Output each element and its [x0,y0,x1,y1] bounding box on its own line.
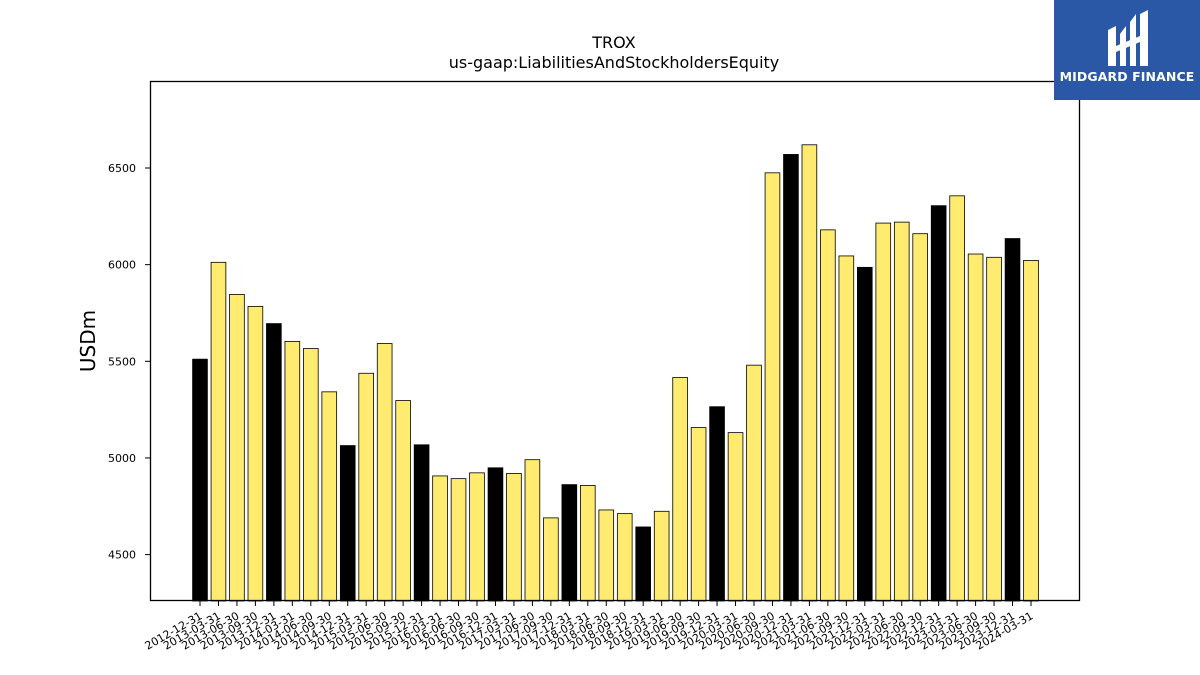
bar-2019-06-30 [672,377,688,602]
plot-frame [149,80,1081,602]
bar-2023-03-31 [949,195,965,602]
bar-2022-06-30 [893,221,910,602]
bar-2019-03-31 [653,510,670,602]
bar-2013-12-31 [266,323,282,602]
bar-2020-09-30 [764,172,781,602]
bar-2018-12-31 [635,526,651,602]
chart-title: TROX [591,33,635,52]
y-tick-label: 5500 [108,355,136,368]
bar-2015-12-31 [413,444,430,602]
bar-2019-09-30 [690,427,707,602]
bar-2015-09-30 [395,400,411,602]
bars-group [192,144,1039,602]
bar-2013-03-31 [210,261,227,602]
y-tick-label: 6000 [108,259,136,272]
bar-2015-06-30 [376,343,393,602]
bar-2021-09-30 [838,255,855,602]
bar-2022-12-31 [930,205,947,602]
bar-2022-03-31 [875,222,892,602]
bar-2017-12-31 [561,484,578,602]
bar-2017-06-30 [524,459,541,602]
y-tick-label: 6500 [108,162,136,175]
y-axis-label: USDm [76,310,100,372]
bar-2018-06-30 [598,509,615,602]
bar-2015-03-31 [358,372,374,602]
bar-2016-12-31 [487,467,504,602]
bar-2016-03-31 [432,475,448,602]
bar-2020-03-31 [727,432,744,602]
bar-2020-06-30 [746,364,762,602]
bar-2019-12-31 [709,406,725,602]
bar-2014-12-31 [339,445,356,602]
bar-2017-03-31 [506,473,522,602]
bar-2013-06-30 [229,294,245,602]
bar-2018-09-30 [616,513,633,602]
y-axis-ticks: 4500 5000 5500 6000 6500 [108,162,150,562]
bar-2023-12-31 [1004,238,1021,602]
bar-2014-09-30 [321,391,338,602]
bar-2023-06-30 [967,253,984,602]
chart-subtitle: us-gaap:LiabilitiesAndStockholdersEquity [449,53,780,72]
midgard-logo-icon [1108,10,1148,66]
bar-2014-03-31 [284,340,301,602]
y-tick-label: 5000 [108,452,136,465]
bar-2016-09-30 [469,472,485,602]
x-axis-ticks: 2012-12-312013-03-312013-06-302013-09-30… [143,601,1036,653]
bar-2017-09-30 [543,517,559,602]
bar-2023-09-30 [986,256,1002,602]
bar-2020-12-31 [783,154,799,602]
bar-2014-06-30 [303,348,319,602]
brand-logo: MIDGARD FINANCE [1054,0,1200,100]
bar-2021-06-30 [820,229,836,602]
bar-2021-12-31 [857,266,873,602]
y-tick-label: 4500 [108,549,136,562]
bar-2022-09-30 [912,233,928,602]
bar-2018-03-31 [580,484,596,602]
brand-name: MIDGARD FINANCE [1059,69,1195,84]
bar-2012-12-31 [192,358,208,602]
bar-2016-06-30 [450,478,467,602]
bar-2013-09-30 [247,305,264,602]
bar-2024-03-31 [1023,259,1039,602]
bar-2021-03-31 [801,144,818,602]
